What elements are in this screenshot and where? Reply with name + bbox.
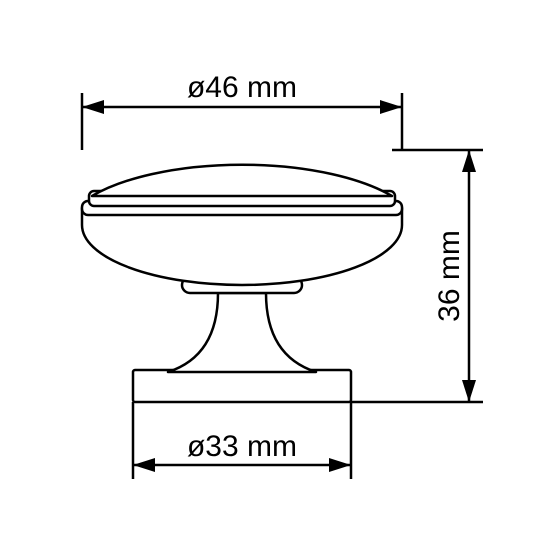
arrow-right [380,100,402,114]
arrow-left [133,458,155,472]
dimension-top-label: ø46 mm [187,71,297,104]
knob-technical-drawing: ø46 mm ø33 mm 36 mm [0,0,551,551]
dimension-base-label: ø33 mm [187,430,297,463]
arrow-up [462,150,476,172]
arrow-right [329,458,351,472]
arrow-left [82,100,104,114]
dimension-height-label: 36 mm [433,230,466,322]
arrow-down [462,380,476,402]
knob-outline [82,165,402,402]
